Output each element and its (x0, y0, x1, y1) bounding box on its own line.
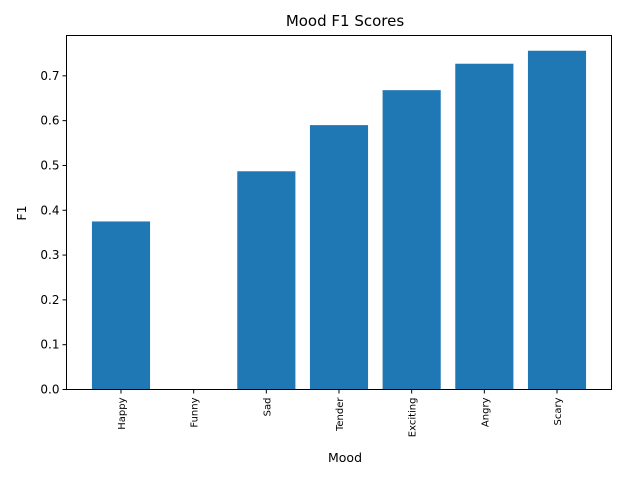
bar-sad (237, 171, 296, 390)
chart-title: Mood F1 Scores (286, 12, 405, 30)
y-tick-label: 0.4 (40, 203, 59, 217)
x-tick-label: Happy (117, 397, 128, 429)
bar-happy (91, 221, 151, 390)
y-tick-label: 0.1 (40, 338, 59, 352)
x-tick-label: Tender (335, 397, 346, 432)
y-tick-label: 0.6 (40, 114, 59, 128)
x-tick-label: Sad (262, 398, 273, 417)
y-tick-label: 0.5 (40, 158, 59, 172)
y-tick-label: 0.7 (40, 69, 59, 83)
bar-angry (455, 63, 514, 390)
bar-tender (309, 125, 369, 390)
bar-exciting (382, 90, 441, 390)
y-tick-label: 0.3 (40, 248, 59, 262)
y-axis: 0.0 0.1 0.2 0.3 0.4 0.5 0.6 0.7 (40, 69, 67, 397)
y-axis-label: F1 (14, 205, 29, 220)
x-tick-label: Scary (553, 397, 564, 425)
y-tick-label: 0.2 (40, 293, 59, 307)
y-tick-label: 0.0 (40, 383, 59, 397)
x-axis-label: Mood (328, 450, 362, 465)
x-tick-label: Exciting (408, 398, 419, 438)
x-tick-label: Funny (190, 397, 201, 427)
x-axis: Happy Funny Sad Tender Exciting Angry Scary (117, 389, 564, 438)
x-tick-label: Angry (480, 397, 491, 427)
bar-scary (527, 50, 587, 390)
bars-group (91, 50, 587, 390)
